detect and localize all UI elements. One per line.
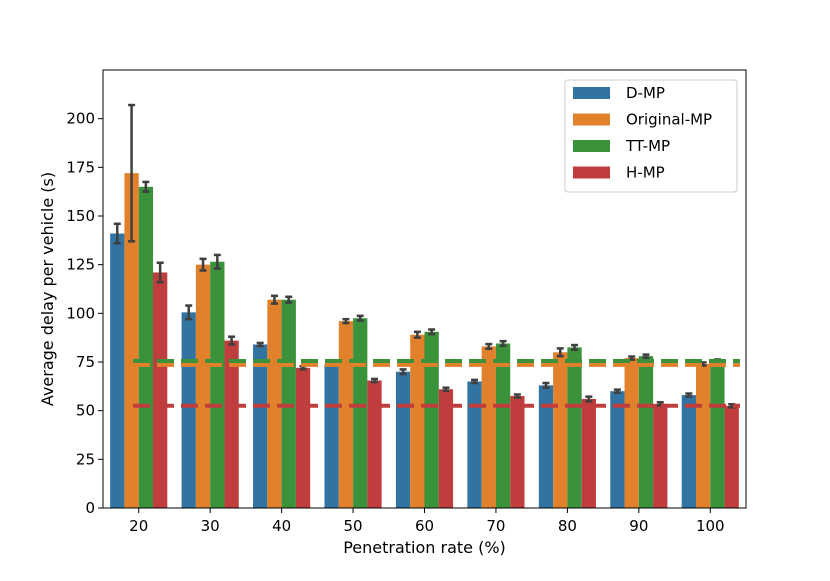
y-tick-label: 0 xyxy=(85,499,95,517)
x-tick-label: 50 xyxy=(344,517,363,535)
bar xyxy=(538,385,554,508)
y-tick-label: 175 xyxy=(66,158,95,176)
legend-label: TT-MP xyxy=(625,137,670,155)
bar xyxy=(653,403,668,508)
bar xyxy=(510,396,525,508)
bar xyxy=(138,186,154,509)
bar xyxy=(724,405,739,508)
bar xyxy=(481,346,496,508)
x-tick-label: 30 xyxy=(201,517,220,535)
legend-frame xyxy=(564,79,738,193)
x-tick-label: 100 xyxy=(696,517,725,535)
bar xyxy=(710,361,725,508)
legend-label: Original-MP xyxy=(626,111,712,129)
y-axis-label: Average delay per vehicle (s) xyxy=(38,172,57,406)
y-tick-label: 150 xyxy=(66,207,95,225)
bar xyxy=(410,334,425,508)
bar xyxy=(195,264,211,508)
y-tick-label: 50 xyxy=(76,402,95,420)
bar xyxy=(224,340,239,508)
bar xyxy=(110,233,125,508)
bar xyxy=(567,347,582,508)
bar xyxy=(624,358,639,508)
legend-swatch xyxy=(573,140,610,152)
bar xyxy=(267,299,282,508)
bar xyxy=(153,272,168,508)
bar xyxy=(610,391,625,508)
legend-swatch xyxy=(573,113,610,126)
bar xyxy=(295,367,311,508)
y-tick-label: 25 xyxy=(76,450,95,468)
y-tick-label: 100 xyxy=(66,304,95,322)
bar xyxy=(181,312,196,508)
bar xyxy=(581,398,596,508)
bar xyxy=(638,356,654,508)
x-axis: 20 30 40 50 60 70 80 90 100 xyxy=(129,508,725,535)
y-tick-label: 75 xyxy=(76,353,95,371)
legend-swatch xyxy=(573,166,610,179)
bar xyxy=(367,380,382,508)
bar xyxy=(467,381,482,508)
bar xyxy=(253,344,268,508)
x-tick-label: 40 xyxy=(272,517,291,535)
bar xyxy=(395,371,411,508)
bar xyxy=(353,318,368,508)
bar xyxy=(438,389,454,508)
x-axis-label: Penetration rate (%) xyxy=(343,538,506,557)
bars-layer xyxy=(110,173,739,509)
legend: D-MP Original-MP TT-MP H-MP xyxy=(564,79,738,193)
reference-lines-layer xyxy=(133,359,740,408)
bar xyxy=(210,261,225,508)
y-axis: 0 25 50 75 100 125 150 175 200 xyxy=(66,110,103,517)
bar xyxy=(424,331,439,508)
bar xyxy=(553,352,568,508)
bar xyxy=(338,321,354,508)
legend-label: H-MP xyxy=(626,164,665,182)
y-tick-label: 200 xyxy=(66,110,95,128)
x-tick-label: 90 xyxy=(629,517,648,535)
bar xyxy=(681,395,696,508)
bar xyxy=(324,363,339,508)
y-tick-label: 125 xyxy=(66,256,95,274)
bar xyxy=(695,363,711,508)
x-tick-label: 80 xyxy=(558,517,577,535)
legend-items: D-MP Original-MP TT-MP H-MP xyxy=(573,84,712,182)
x-tick-label: 20 xyxy=(129,517,148,535)
bar xyxy=(124,173,139,509)
x-tick-label: 70 xyxy=(486,517,505,535)
bar xyxy=(495,343,511,508)
legend-swatch xyxy=(573,87,610,99)
legend-label: D-MP xyxy=(626,84,665,102)
x-tick-label: 60 xyxy=(415,517,434,535)
